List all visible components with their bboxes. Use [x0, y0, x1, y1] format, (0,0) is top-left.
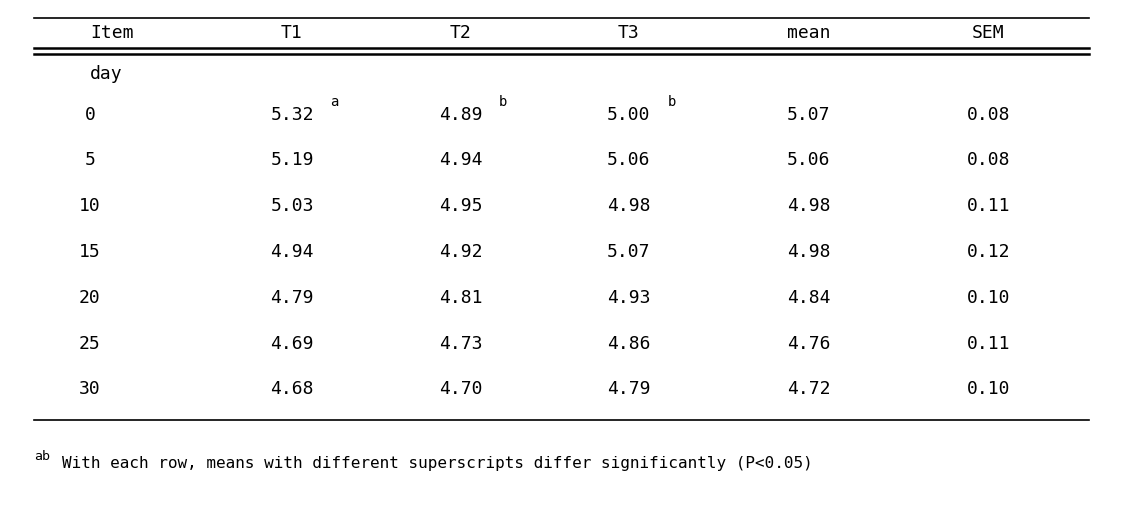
Text: 0: 0: [84, 105, 95, 124]
Text: 5.06: 5.06: [787, 151, 830, 169]
Text: 0.11: 0.11: [967, 197, 1010, 215]
Text: 4.86: 4.86: [608, 334, 650, 353]
Text: 4.92: 4.92: [439, 243, 482, 261]
Text: 5.19: 5.19: [271, 151, 313, 169]
Text: a: a: [330, 95, 339, 109]
Text: 4.76: 4.76: [787, 334, 830, 353]
Text: 5.03: 5.03: [271, 197, 313, 215]
Text: With each row, means with different superscripts differ significantly (P<0.05): With each row, means with different supe…: [62, 456, 813, 471]
Text: 0.11: 0.11: [967, 334, 1010, 353]
Text: T3: T3: [618, 24, 640, 42]
Text: 4.79: 4.79: [271, 289, 313, 307]
Text: 30: 30: [79, 380, 101, 399]
Text: 4.94: 4.94: [271, 243, 313, 261]
Text: 4.95: 4.95: [439, 197, 482, 215]
Text: 5.32: 5.32: [271, 105, 313, 124]
Text: b: b: [499, 95, 508, 109]
Text: 0.10: 0.10: [967, 289, 1010, 307]
Text: T1: T1: [281, 24, 303, 42]
Text: mean: mean: [787, 24, 830, 42]
Text: 5.07: 5.07: [608, 243, 650, 261]
Text: 4.70: 4.70: [439, 380, 482, 399]
Text: 4.72: 4.72: [787, 380, 830, 399]
Text: 4.98: 4.98: [787, 197, 830, 215]
Text: 4.79: 4.79: [608, 380, 650, 399]
Text: 4.93: 4.93: [608, 289, 650, 307]
Text: T2: T2: [449, 24, 472, 42]
Text: 4.81: 4.81: [439, 289, 482, 307]
Text: 4.94: 4.94: [439, 151, 482, 169]
Text: 4.89: 4.89: [439, 105, 482, 124]
Text: 0.08: 0.08: [967, 151, 1010, 169]
Text: 20: 20: [79, 289, 101, 307]
Text: SEM: SEM: [971, 24, 1005, 42]
Text: b: b: [667, 95, 676, 109]
Text: day: day: [90, 65, 122, 83]
Text: 5.00: 5.00: [608, 105, 650, 124]
Text: 25: 25: [79, 334, 101, 353]
Text: 5.07: 5.07: [787, 105, 830, 124]
Text: ab: ab: [34, 450, 49, 463]
Text: 4.68: 4.68: [271, 380, 313, 399]
Text: 4.84: 4.84: [787, 289, 830, 307]
Text: 4.98: 4.98: [787, 243, 830, 261]
Text: 0.12: 0.12: [967, 243, 1010, 261]
Text: 5: 5: [84, 151, 95, 169]
Text: Item: Item: [90, 24, 134, 42]
Text: 4.73: 4.73: [439, 334, 482, 353]
Text: 10: 10: [79, 197, 101, 215]
Text: 0.08: 0.08: [967, 105, 1010, 124]
Text: 15: 15: [79, 243, 101, 261]
Text: 4.69: 4.69: [271, 334, 313, 353]
Text: 5.06: 5.06: [608, 151, 650, 169]
Text: 0.10: 0.10: [967, 380, 1010, 399]
Text: 4.98: 4.98: [608, 197, 650, 215]
